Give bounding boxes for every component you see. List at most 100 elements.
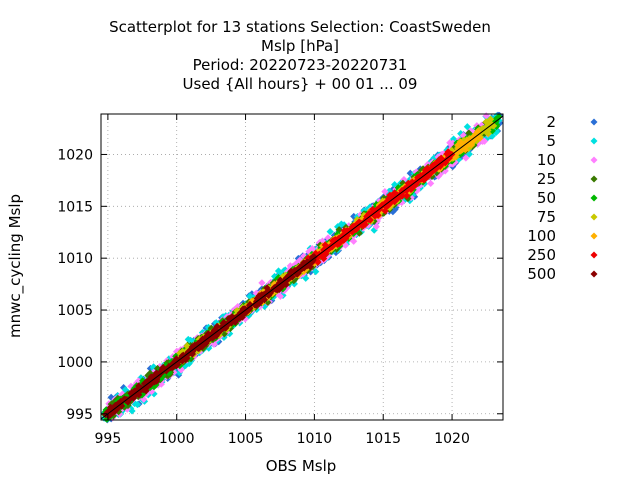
data-point-75 xyxy=(482,128,490,136)
title-line-1: Scatterplot for 13 stations Selection: C… xyxy=(109,18,491,36)
data-point-500 xyxy=(263,284,271,292)
data-point-25 xyxy=(145,371,153,379)
y-tick-label: 1000 xyxy=(57,355,93,371)
data-point-250 xyxy=(352,225,361,233)
x-tick-label: 995 xyxy=(95,431,122,447)
data-point-500 xyxy=(223,322,231,330)
data-point-10 xyxy=(398,198,406,207)
data-point-500 xyxy=(213,322,221,330)
data-point-250 xyxy=(355,222,363,230)
data-point-250 xyxy=(313,254,321,262)
data-point-250 xyxy=(434,157,442,165)
data-point-5 xyxy=(212,319,220,327)
data-point-100 xyxy=(476,134,484,142)
data-point-250 xyxy=(438,157,446,165)
data-point-25 xyxy=(207,324,215,332)
data-point-50 xyxy=(150,383,158,391)
data-point-10 xyxy=(482,112,490,120)
x-axis-ticks: 995 1000 1005 1010 1015 1020 xyxy=(95,114,470,447)
legend-marker-5 xyxy=(590,137,598,145)
data-point-500 xyxy=(178,357,186,365)
legend-marker-2 xyxy=(590,118,598,126)
data-point-500 xyxy=(240,305,248,313)
data-point-25 xyxy=(153,364,162,373)
data-point-250 xyxy=(444,148,452,156)
data-point-500 xyxy=(186,349,194,357)
legend-label-10: 10 xyxy=(537,151,556,169)
data-point-500 xyxy=(198,343,206,351)
data-point-500 xyxy=(135,382,143,390)
data-point-500 xyxy=(270,283,278,292)
legend-marker-10 xyxy=(590,156,598,164)
data-point-50 xyxy=(162,361,170,370)
data-point-10 xyxy=(427,179,435,188)
data-point-250 xyxy=(386,191,394,199)
x-tick-label: 1005 xyxy=(228,431,264,447)
data-point-500 xyxy=(309,253,317,261)
data-point-75 xyxy=(482,118,490,126)
y-tick-label: 1010 xyxy=(57,251,93,267)
data-point-10 xyxy=(372,223,380,231)
data-point-250 xyxy=(417,172,425,180)
data-point-75 xyxy=(486,115,495,123)
x-tick-label: 1020 xyxy=(434,431,470,447)
data-point-2 xyxy=(332,248,340,257)
data-point-5 xyxy=(274,267,283,275)
data-point-500 xyxy=(215,328,223,337)
data-point-5 xyxy=(281,266,289,274)
data-point-5 xyxy=(219,313,227,321)
data-point-250 xyxy=(420,173,428,182)
data-point-500 xyxy=(183,351,191,359)
data-point-250 xyxy=(328,242,337,251)
data-point-10 xyxy=(459,131,468,140)
data-point-500 xyxy=(287,267,295,276)
data-point-250 xyxy=(397,191,405,199)
data-point-10 xyxy=(258,279,266,287)
data-point-10 xyxy=(140,395,148,403)
title-line-4: Used {All hours} + 00 01 ... 09 xyxy=(183,75,418,93)
data-point-500 xyxy=(188,343,196,351)
legend-label-75: 75 xyxy=(537,208,556,226)
data-point-100 xyxy=(467,137,475,146)
data-point-250 xyxy=(330,237,338,246)
title-line-2: Mslp [hPa] xyxy=(261,37,339,55)
data-point-500 xyxy=(257,291,265,299)
data-point-500 xyxy=(190,346,198,354)
data-point-10 xyxy=(436,170,444,178)
data-point-25 xyxy=(290,277,298,285)
data-point-50 xyxy=(120,401,129,409)
data-point-50 xyxy=(492,115,500,124)
data-point-500 xyxy=(252,301,260,309)
data-point-10 xyxy=(276,292,285,300)
data-point-10 xyxy=(156,362,164,371)
x-axis-label: OBS Mslp xyxy=(266,457,337,475)
data-point-5 xyxy=(326,228,334,236)
legend-marker-500 xyxy=(590,270,598,278)
data-point-5 xyxy=(127,404,135,412)
data-point-5 xyxy=(204,323,212,331)
data-point-250 xyxy=(339,236,347,244)
data-point-5 xyxy=(312,268,320,276)
data-point-500 xyxy=(116,399,124,407)
data-point-5 xyxy=(260,302,269,311)
data-point-500 xyxy=(246,304,254,312)
data-point-500 xyxy=(110,403,118,411)
data-point-500 xyxy=(174,360,182,369)
data-point-500 xyxy=(152,369,161,377)
x-tick-label: 1000 xyxy=(159,431,195,447)
data-point-250 xyxy=(363,212,371,221)
data-point-5 xyxy=(150,390,158,398)
reference-line xyxy=(100,115,504,420)
y-tick-label: 1005 xyxy=(57,303,93,319)
data-point-500 xyxy=(276,276,284,284)
data-point-500 xyxy=(299,261,308,269)
data-point-10 xyxy=(462,154,470,162)
data-point-500 xyxy=(172,357,181,365)
data-point-2 xyxy=(248,290,256,298)
data-point-500 xyxy=(262,289,270,297)
data-point-100 xyxy=(456,138,464,146)
data-point-250 xyxy=(414,177,423,185)
